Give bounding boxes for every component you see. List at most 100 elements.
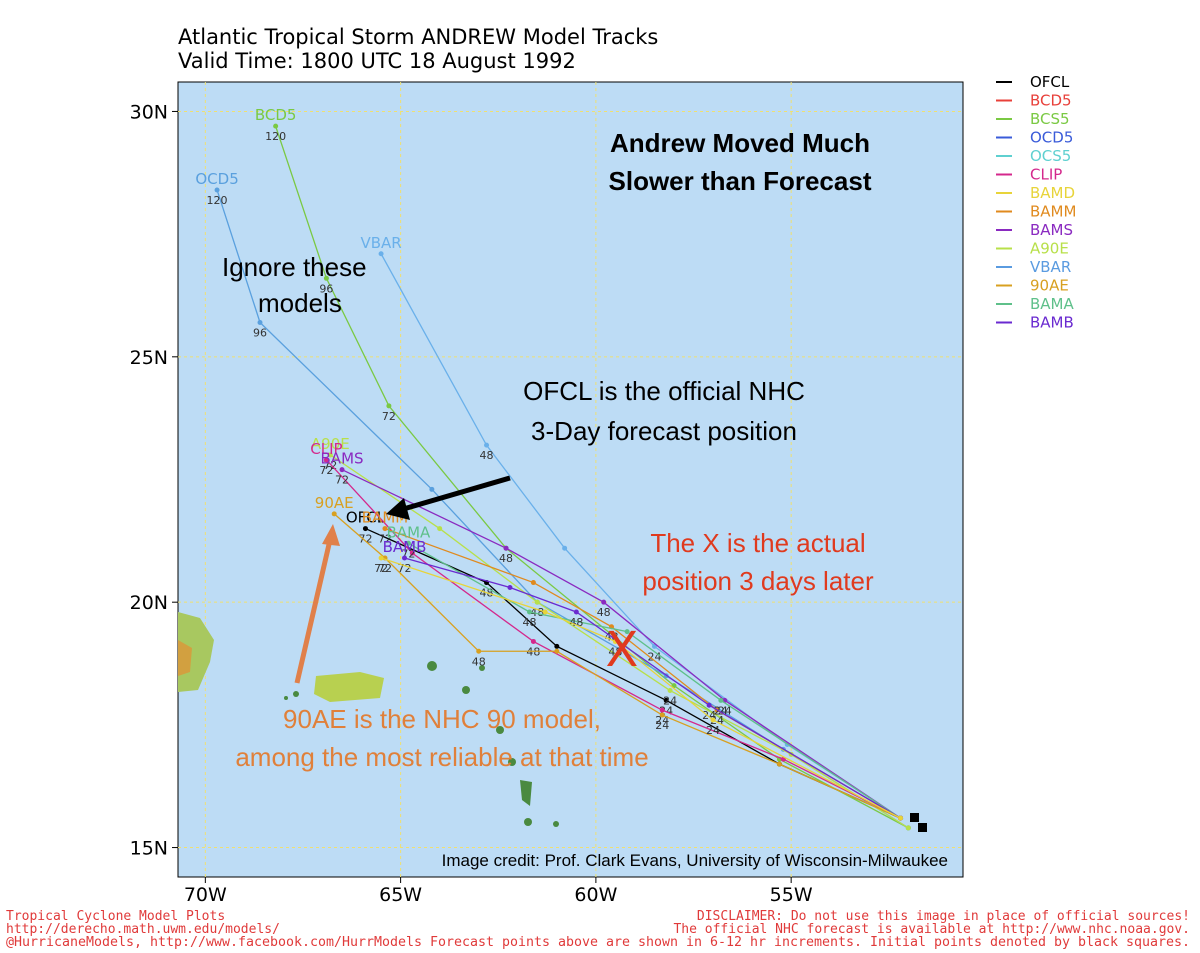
footer-text: @HurricaneModels, http://www.facebook.co… [6, 935, 1190, 950]
hour-label: 72 [374, 562, 388, 575]
land [178, 612, 559, 827]
hour-label: 48 [530, 606, 544, 619]
track-point [437, 526, 443, 532]
footer-text: http://derecho.math.uwm.edu/models/ [6, 922, 280, 937]
track-point [484, 442, 490, 448]
hour-label: 24 [706, 724, 720, 737]
hour-label: 120 [265, 130, 286, 143]
track-point [530, 638, 536, 644]
annotation: 3-Day forecast position [531, 416, 797, 446]
track-point [273, 123, 279, 129]
track-point [562, 545, 568, 551]
legend-label: OCD5 [1030, 129, 1073, 147]
hour-label: 120 [207, 194, 228, 207]
track-label: A90E [311, 435, 350, 453]
hour-label: 72 [398, 562, 412, 575]
track-label: BCD5 [255, 106, 297, 124]
track-point [898, 815, 904, 821]
legend-label: BAMM [1030, 203, 1076, 221]
track-point [323, 275, 329, 281]
track-point [331, 511, 337, 517]
footer-text: DISCLAIMER: Do not use this image in pla… [697, 909, 1190, 924]
track-point [612, 638, 618, 644]
legend-label: BAMB [1030, 314, 1074, 332]
hour-label: 48 [597, 606, 611, 619]
track-point [530, 580, 536, 586]
track-point [386, 403, 392, 409]
track-point [323, 457, 329, 463]
track-point [339, 467, 345, 473]
track-label: CLIP [310, 440, 342, 458]
track-point [382, 526, 388, 532]
track-point [776, 761, 782, 767]
annotation: position 3 days later [642, 566, 874, 596]
legend-label: BCS5 [1030, 110, 1070, 128]
track-point [718, 697, 724, 703]
track-point [378, 251, 384, 257]
track-point [659, 712, 665, 718]
track-point [257, 319, 263, 325]
track-point [327, 452, 333, 458]
map-area [177, 81, 964, 878]
hour-label: 72 [335, 474, 349, 487]
track-point [554, 648, 560, 654]
arrow [294, 539, 333, 684]
track-point [476, 648, 482, 654]
x-tick-label: 55W [770, 884, 813, 906]
tracks: 244872OFCL487296120BCD596120OCD52448VBAR… [195, 106, 911, 831]
track-point [663, 697, 669, 703]
track-point [429, 486, 435, 492]
hour-label: 48 [480, 449, 494, 462]
annotation: Ignore these [222, 252, 367, 282]
hour-label: 72 [319, 464, 333, 477]
track-point [378, 555, 384, 561]
annotation: OFCL is the official NHC [523, 376, 805, 406]
y-tick-label: 15N [130, 838, 168, 860]
annotation: Slower than Forecast [609, 166, 872, 196]
track-point [667, 688, 673, 694]
hour-label: 48 [608, 645, 622, 658]
legend: OFCLBCD5BCS5OCD5OCS5CLIPBAMDBAMMBAMSA90E… [996, 73, 1076, 332]
track-label: BAMA [387, 523, 431, 541]
arrow-head [322, 524, 340, 546]
track-point [624, 629, 630, 635]
hour-label: 72 [378, 533, 392, 546]
annotation: Andrew Moved Much [610, 128, 870, 158]
track-line [329, 454, 909, 829]
track-point [526, 609, 532, 615]
legend-label: BAMD [1030, 184, 1075, 202]
annotation: The X is the actual [650, 528, 865, 558]
x-tick-label: 60W [574, 884, 617, 906]
initial-point [910, 813, 919, 822]
track-point [405, 540, 411, 546]
hour-label: 96 [319, 282, 333, 295]
track-label: OCD5 [195, 170, 238, 188]
track-point [362, 526, 368, 532]
hour-label: 48 [499, 552, 513, 565]
hour-label: 24 [663, 695, 677, 708]
track-point [710, 717, 716, 723]
legend-label: BCD5 [1030, 92, 1072, 110]
track-point [214, 187, 220, 193]
x-marker: X [606, 622, 639, 678]
legend-label: BAMS [1030, 221, 1073, 239]
hour-label: 48 [526, 645, 540, 658]
track-point [402, 555, 408, 561]
hour-label: 48 [569, 616, 583, 629]
hour-label: 24 [655, 719, 669, 732]
track-point [573, 609, 579, 615]
track-point [534, 599, 540, 605]
title: Atlantic Tropical Storm ANDREW Model Tra… [178, 25, 658, 49]
track-point [706, 702, 712, 708]
track-point [409, 550, 415, 556]
credit: Image credit: Prof. Clark Evans, Univers… [442, 851, 948, 870]
track-label: BAMS [321, 450, 364, 468]
annotation: models [258, 288, 342, 318]
legend-label: A90E [1030, 240, 1069, 258]
track-point [554, 643, 560, 649]
track-point [507, 584, 513, 590]
x-tick-label: 65W [379, 884, 422, 906]
y-tick-label: 30N [130, 101, 168, 123]
legend-label: VBAR [1030, 258, 1071, 276]
